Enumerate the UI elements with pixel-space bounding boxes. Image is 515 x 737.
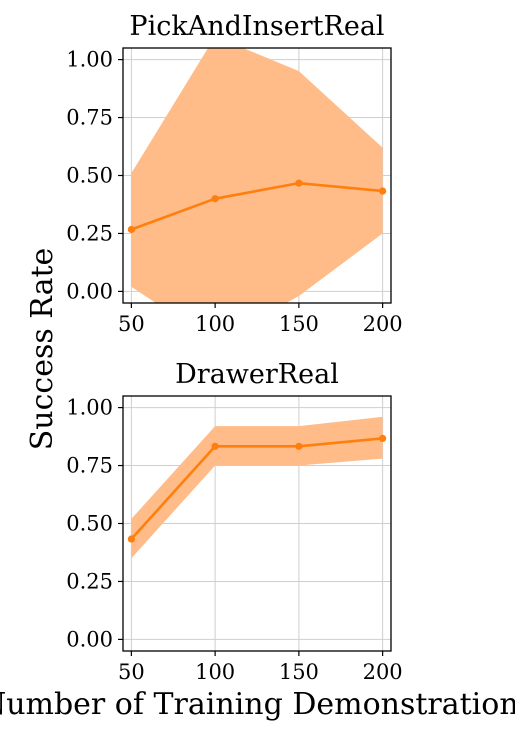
y-tick-label: 0.00 (66, 627, 113, 651)
y-tick-label: 0.75 (66, 106, 113, 130)
x-axis: 50 100 150 200 (118, 303, 403, 336)
y-tick-label: 0.50 (66, 512, 113, 536)
panel-title: DrawerReal (175, 359, 339, 390)
data-point (379, 434, 387, 443)
y-axis: 0.00 0.25 0.50 0.75 1.00 (66, 48, 123, 303)
series-line (130, 181, 383, 231)
y-tick-label: 1.00 (66, 48, 113, 72)
data-point (127, 225, 135, 234)
plot-area (127, 48, 387, 303)
confidence-band (131, 416, 383, 559)
x-tick-label: 100 (195, 312, 235, 336)
data-point (379, 187, 387, 195)
x-tick-label: 150 (279, 312, 319, 336)
y-tick-label: 1.00 (66, 396, 113, 420)
data-point (295, 179, 303, 187)
plot-area (127, 416, 387, 559)
x-tick-label: 50 (118, 312, 145, 336)
data-point (211, 442, 219, 450)
x-tick-label: 150 (279, 660, 319, 684)
y-axis: 0.00 0.25 0.50 0.75 1.00 (66, 396, 123, 651)
data-point (295, 442, 303, 450)
x-tick-label: 50 (118, 660, 145, 684)
panel-drawerreal: DrawerReal 0.00 0.25 0.50 0.75 1.00 50 100 150… (66, 359, 402, 684)
data-point (127, 535, 135, 543)
y-tick-label: 0.50 (66, 164, 113, 188)
x-axis: 50 100 150 200 (118, 651, 403, 684)
x-tick-label: 200 (363, 312, 403, 336)
series-line (130, 437, 383, 540)
y-tick-label: 0.25 (66, 221, 113, 245)
data-point (211, 195, 219, 203)
panel-pickandinsertreal: PickAndInsertReal 0.00 0.25 0.50 0.75 1.00 5… (66, 11, 403, 336)
x-tick-label: 200 (363, 660, 403, 684)
confidence-band (131, 48, 383, 303)
x-axis-label: Number of Training Demonstrations (0, 687, 515, 722)
panel-title: PickAndInsertReal (129, 11, 384, 42)
y-tick-label: 0.25 (66, 569, 113, 593)
y-tick-label: 0.75 (66, 454, 113, 478)
x-tick-label: 100 (195, 660, 235, 684)
y-tick-label: 0.00 (66, 279, 113, 303)
y-axis-label: Success Rate (25, 248, 60, 451)
